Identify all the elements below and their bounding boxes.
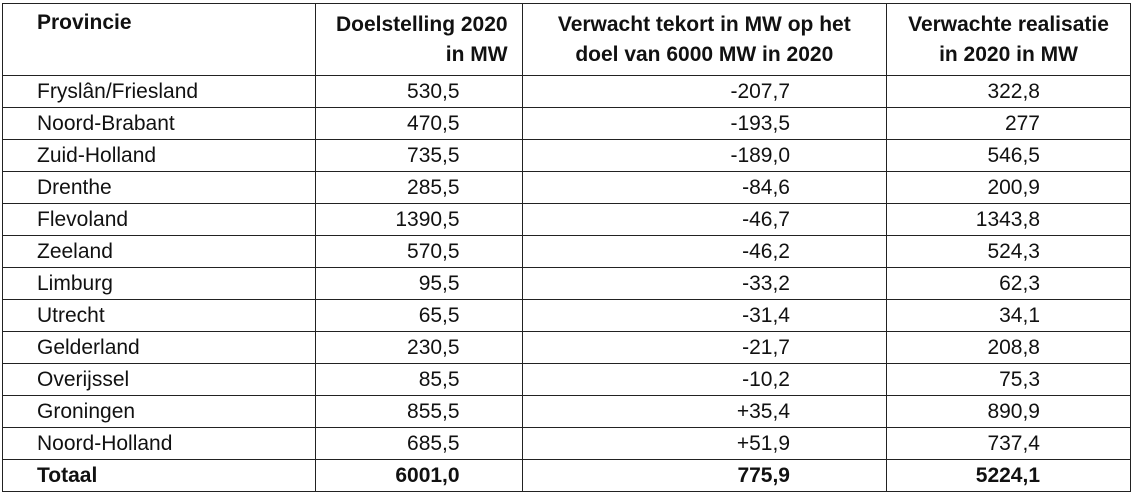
cell-doelstelling: 85,5: [315, 363, 523, 396]
cell-doelstelling: 855,5: [315, 395, 523, 428]
cell-realisatie: 75,3: [886, 363, 1131, 396]
header-realisatie-line-2: in 2020 in MW: [939, 42, 1078, 66]
cell-tekort: -193,5: [521, 107, 888, 140]
cell-provincie: Noord-Holland: [1, 427, 317, 460]
cell-realisatie: 890,9: [886, 395, 1131, 428]
table-row: Noord-Brabant 470,5 -193,5 277: [1, 107, 1131, 140]
table-row: Gelderland 230,5 -21,7 208,8: [1, 331, 1131, 364]
cell-realisatie: 1343,8: [886, 203, 1131, 236]
cell-realisatie: 200,9: [886, 171, 1131, 204]
cell-realisatie: 208,8: [886, 331, 1131, 364]
cell-provincie: Noord-Brabant: [1, 107, 317, 140]
cell-provincie: Drenthe: [1, 171, 317, 204]
table-row: Groningen 855,5 +35,4 890,9: [1, 395, 1131, 428]
cell-doelstelling: 530,5: [315, 75, 523, 108]
cell-tekort: -84,6: [521, 171, 888, 204]
cell-provincie: Limburg: [1, 267, 317, 300]
total-label: Totaal: [1, 459, 317, 492]
header-tekort-line-2: doel van 6000 MW in 2020: [575, 42, 834, 66]
total-tekort: 775,9: [521, 459, 888, 492]
cell-provincie: Fryslân/Friesland: [1, 75, 317, 108]
table-row: Zeeland 570,5 -46,2 524,3: [1, 235, 1131, 268]
cell-doelstelling: 685,5: [315, 427, 523, 460]
table-row: Overijssel 85,5 -10,2 75,3: [1, 363, 1131, 396]
total-realisatie: 5224,1: [886, 459, 1131, 492]
cell-realisatie: 524,3: [886, 235, 1131, 268]
header-doelstelling-line-1: Doelstelling 2020: [336, 12, 508, 36]
cell-tekort: -33,2: [521, 267, 888, 300]
header-provincie: Provincie: [1, 3, 317, 76]
cell-doelstelling: 65,5: [315, 299, 523, 332]
cell-provincie: Groningen: [1, 395, 317, 428]
cell-provincie: Gelderland: [1, 331, 317, 364]
cell-doelstelling: 1390,5: [315, 203, 523, 236]
cell-tekort: -189,0: [521, 139, 888, 172]
cell-tekort: +35,4: [521, 395, 888, 428]
cell-provincie: Overijssel: [1, 363, 317, 396]
table-row: Zuid-Holland 735,5 -189,0 546,5: [1, 139, 1131, 172]
cell-realisatie: 546,5: [886, 139, 1131, 172]
cell-doelstelling: 470,5: [315, 107, 523, 140]
header-tekort: Verwacht tekort in MW op het doel van 60…: [521, 3, 888, 76]
table-row: Flevoland 1390,5 -46,7 1343,8: [1, 203, 1131, 236]
header-doelstelling: Doelstelling 2020 in MW: [315, 3, 523, 76]
cell-realisatie: 322,8: [886, 75, 1131, 108]
cell-tekort: -10,2: [521, 363, 888, 396]
table-row: Fryslân/Friesland 530,5 -207,7 322,8: [1, 75, 1131, 108]
cell-realisatie: 34,1: [886, 299, 1131, 332]
cell-tekort: -46,2: [521, 235, 888, 268]
header-tekort-line-1: Verwacht tekort in MW op het: [557, 12, 851, 36]
cell-tekort: -207,7: [521, 75, 888, 108]
header-doelstelling-line-2: in MW: [445, 42, 508, 66]
cell-tekort: +51,9: [521, 427, 888, 460]
header-realisatie: Verwachte realisatie in 2020 in MW: [886, 3, 1131, 76]
cell-doelstelling: 570,5: [315, 235, 523, 268]
table-row: Utrecht 65,5 -31,4 34,1: [1, 299, 1131, 332]
cell-provincie: Flevoland: [1, 203, 317, 236]
cell-doelstelling: 95,5: [315, 267, 523, 300]
cell-doelstelling: 285,5: [315, 171, 523, 204]
cell-realisatie: 62,3: [886, 267, 1131, 300]
header-row: Provincie Doelstelling 2020 in MW Verwac…: [1, 3, 1131, 76]
cell-doelstelling: 735,5: [315, 139, 523, 172]
cell-tekort: -46,7: [521, 203, 888, 236]
header-provincie-line-1: Provincie: [37, 11, 132, 34]
cell-tekort: -21,7: [521, 331, 888, 364]
total-row: Totaal 6001,0 775,9 5224,1: [1, 459, 1131, 492]
header-realisatie-line-1: Verwachte realisatie: [908, 12, 1109, 36]
cell-provincie: Zuid-Holland: [1, 139, 317, 172]
cell-provincie: Utrecht: [1, 299, 317, 332]
cell-realisatie: 277: [886, 107, 1131, 140]
cell-realisatie: 737,4: [886, 427, 1131, 460]
table-row: Noord-Holland 685,5 +51,9 737,4: [1, 427, 1131, 460]
cell-doelstelling: 230,5: [315, 331, 523, 364]
cell-provincie: Zeeland: [1, 235, 317, 268]
table-row: Limburg 95,5 -33,2 62,3: [1, 267, 1131, 300]
province-wind-energy-table: Provincie Doelstelling 2020 in MW Verwac…: [1, 3, 1131, 492]
total-doelstelling: 6001,0: [315, 459, 523, 492]
cell-tekort: -31,4: [521, 299, 888, 332]
table-row: Drenthe 285,5 -84,6 200,9: [1, 171, 1131, 204]
